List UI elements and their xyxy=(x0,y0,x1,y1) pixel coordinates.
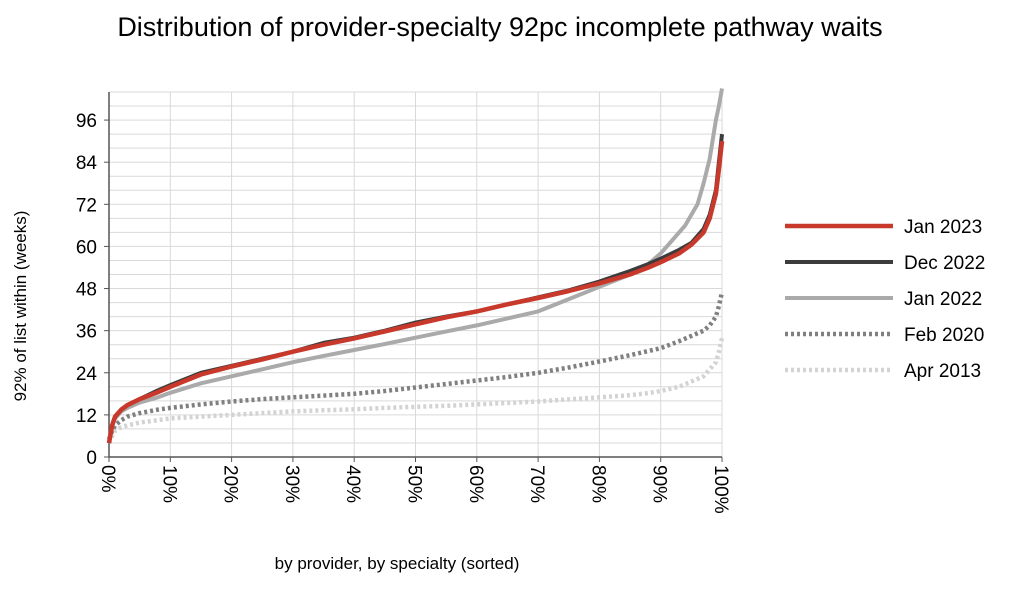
legend-label-dec-2022: Dec 2022 xyxy=(904,253,985,274)
y-tick-label: 24 xyxy=(76,364,98,385)
x-tick-label: 30% xyxy=(281,465,302,503)
x-tick-label: 0% xyxy=(97,465,118,493)
x-tick-label: 50% xyxy=(404,465,425,503)
y-tick-label: 0 xyxy=(86,448,97,469)
y-tick-label: 12 xyxy=(76,406,97,427)
y-tick-label: 84 xyxy=(76,153,98,174)
y-tick-label: 36 xyxy=(76,322,97,343)
x-tick-label: 90% xyxy=(649,465,670,503)
y-tick-label: 48 xyxy=(76,280,97,301)
legend-label-feb-2020: Feb 2020 xyxy=(904,325,984,346)
series-line-jan-2023 xyxy=(106,140,725,444)
x-tick-label: 40% xyxy=(342,465,363,503)
y-tick-label: 60 xyxy=(76,237,97,258)
y-axis-title: 92% of list within (weeks) xyxy=(11,211,30,402)
series-line-apr-2013 xyxy=(106,337,725,444)
y-tick-label: 72 xyxy=(76,195,97,216)
x-tick-label: 20% xyxy=(220,465,241,503)
chart-title: Distribution of provider-specialty 92pc … xyxy=(117,12,882,42)
y-tick-label: 96 xyxy=(76,111,97,132)
x-tick-label: 80% xyxy=(587,465,608,503)
series-line-jan-2022 xyxy=(107,88,724,444)
x-tick-label: 10% xyxy=(158,465,179,503)
series-layer xyxy=(106,88,725,444)
legend-label-apr-2013: Apr 2013 xyxy=(904,361,981,382)
axes: 0 12 24 36 48 60 72 84 96 0% 10% 20% 30% 40% 50% 60% 70%… xyxy=(76,92,731,514)
legend: Jan 2023 Dec 2022 Jan 2022 Feb 2020 Apr 2013 xyxy=(785,217,985,382)
series-line-feb-2020 xyxy=(106,291,725,441)
legend-label-jan-2023: Jan 2023 xyxy=(904,217,982,238)
x-axis-title: by provider, by specialty (sorted) xyxy=(275,554,520,573)
legend-label-jan-2022: Jan 2022 xyxy=(904,289,982,310)
x-tick-label: 60% xyxy=(465,465,486,503)
x-tick-label: 100% xyxy=(710,465,731,514)
x-tick-label: 70% xyxy=(526,465,547,503)
